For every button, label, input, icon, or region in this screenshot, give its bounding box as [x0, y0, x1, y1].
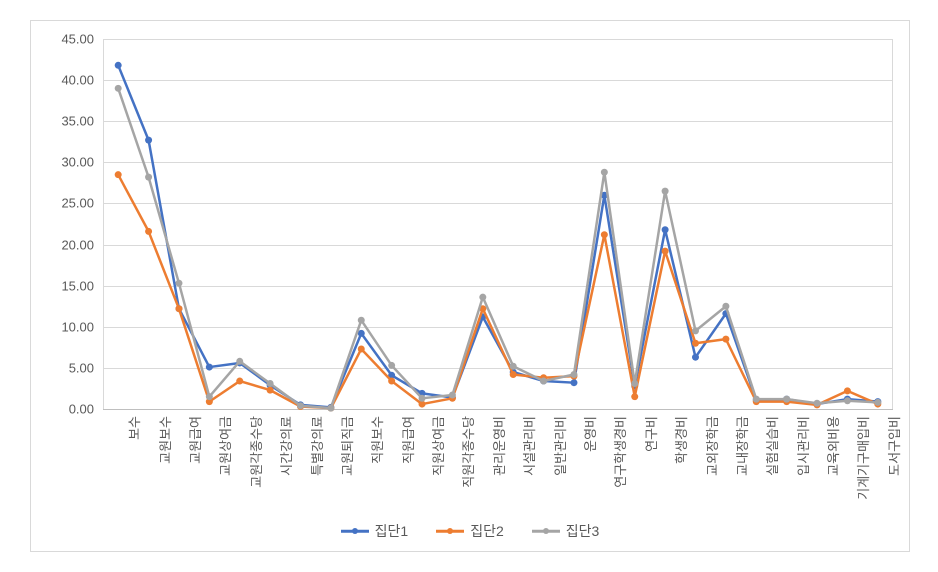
x-tick-label: 운영비 — [580, 416, 599, 452]
chart-container: 집단1 집단2 집단3 0.00 5.00 10.00 15.00 20.00 25.00 30… — [30, 20, 910, 552]
x-tick-label: 보수 — [124, 416, 143, 440]
x-tick-label: 일반관리비 — [550, 416, 569, 476]
x-tick-label: 실험실습비 — [762, 416, 781, 476]
legend-label: 집단2 — [470, 521, 504, 541]
legend-swatch — [532, 525, 560, 537]
x-tick-label: 교원각종수당 — [246, 416, 265, 488]
x-tick-label: 교원퇴직금 — [337, 416, 356, 476]
grid-line — [103, 409, 893, 410]
x-tick-label: 학생경비 — [671, 416, 690, 464]
legend-swatch — [341, 525, 369, 537]
x-tick-label: 교외장학금 — [702, 416, 721, 476]
x-tick-label: 입시관리비 — [793, 416, 812, 476]
x-tick-label: 교내장학금 — [732, 416, 751, 476]
x-tick-label: 관리운영비 — [489, 416, 508, 476]
legend-item: 집단1 — [341, 521, 409, 541]
x-tick-label: 교원급여 — [185, 416, 204, 464]
legend-item: 집단3 — [532, 521, 600, 541]
x-tick-label: 직원상여금 — [428, 416, 447, 476]
y-tick-label: 20.00 — [44, 237, 94, 252]
x-tick-label: 도서구입비 — [884, 416, 903, 476]
y-tick-label: 10.00 — [44, 319, 94, 334]
y-tick-label: 45.00 — [44, 32, 94, 47]
x-tick-label: 연구학생경비 — [610, 416, 629, 488]
x-tick-label: 교원상여금 — [215, 416, 234, 476]
x-tick-label: 연구비 — [641, 416, 660, 452]
series-집단3 — [103, 39, 893, 409]
x-tick-label: 시설관리비 — [519, 416, 538, 476]
y-tick-label: 40.00 — [44, 73, 94, 88]
y-tick-label: 30.00 — [44, 155, 94, 170]
legend-label: 집단3 — [566, 521, 600, 541]
x-tick-label: 기계기구매입비 — [853, 416, 872, 500]
plot-area — [103, 39, 893, 409]
y-tick-label: 15.00 — [44, 278, 94, 293]
y-tick-label: 5.00 — [44, 360, 94, 375]
x-tick-label: 직원급여 — [398, 416, 417, 464]
x-tick-label: 직원보수 — [367, 416, 386, 464]
legend-label: 집단1 — [375, 521, 409, 541]
y-tick-label: 25.00 — [44, 196, 94, 211]
y-tick-label: 0.00 — [44, 402, 94, 417]
x-tick-label: 시간강의료 — [276, 416, 295, 476]
y-tick-label: 35.00 — [44, 114, 94, 129]
legend-swatch — [436, 525, 464, 537]
x-tick-label: 직원각종수당 — [458, 416, 477, 488]
x-tick-label: 특별강의료 — [307, 416, 326, 476]
x-tick-label: 교원보수 — [155, 416, 174, 464]
legend-item: 집단2 — [436, 521, 504, 541]
legend: 집단1 집단2 집단3 — [31, 521, 909, 541]
x-tick-label: 교육외비용 — [823, 416, 842, 476]
